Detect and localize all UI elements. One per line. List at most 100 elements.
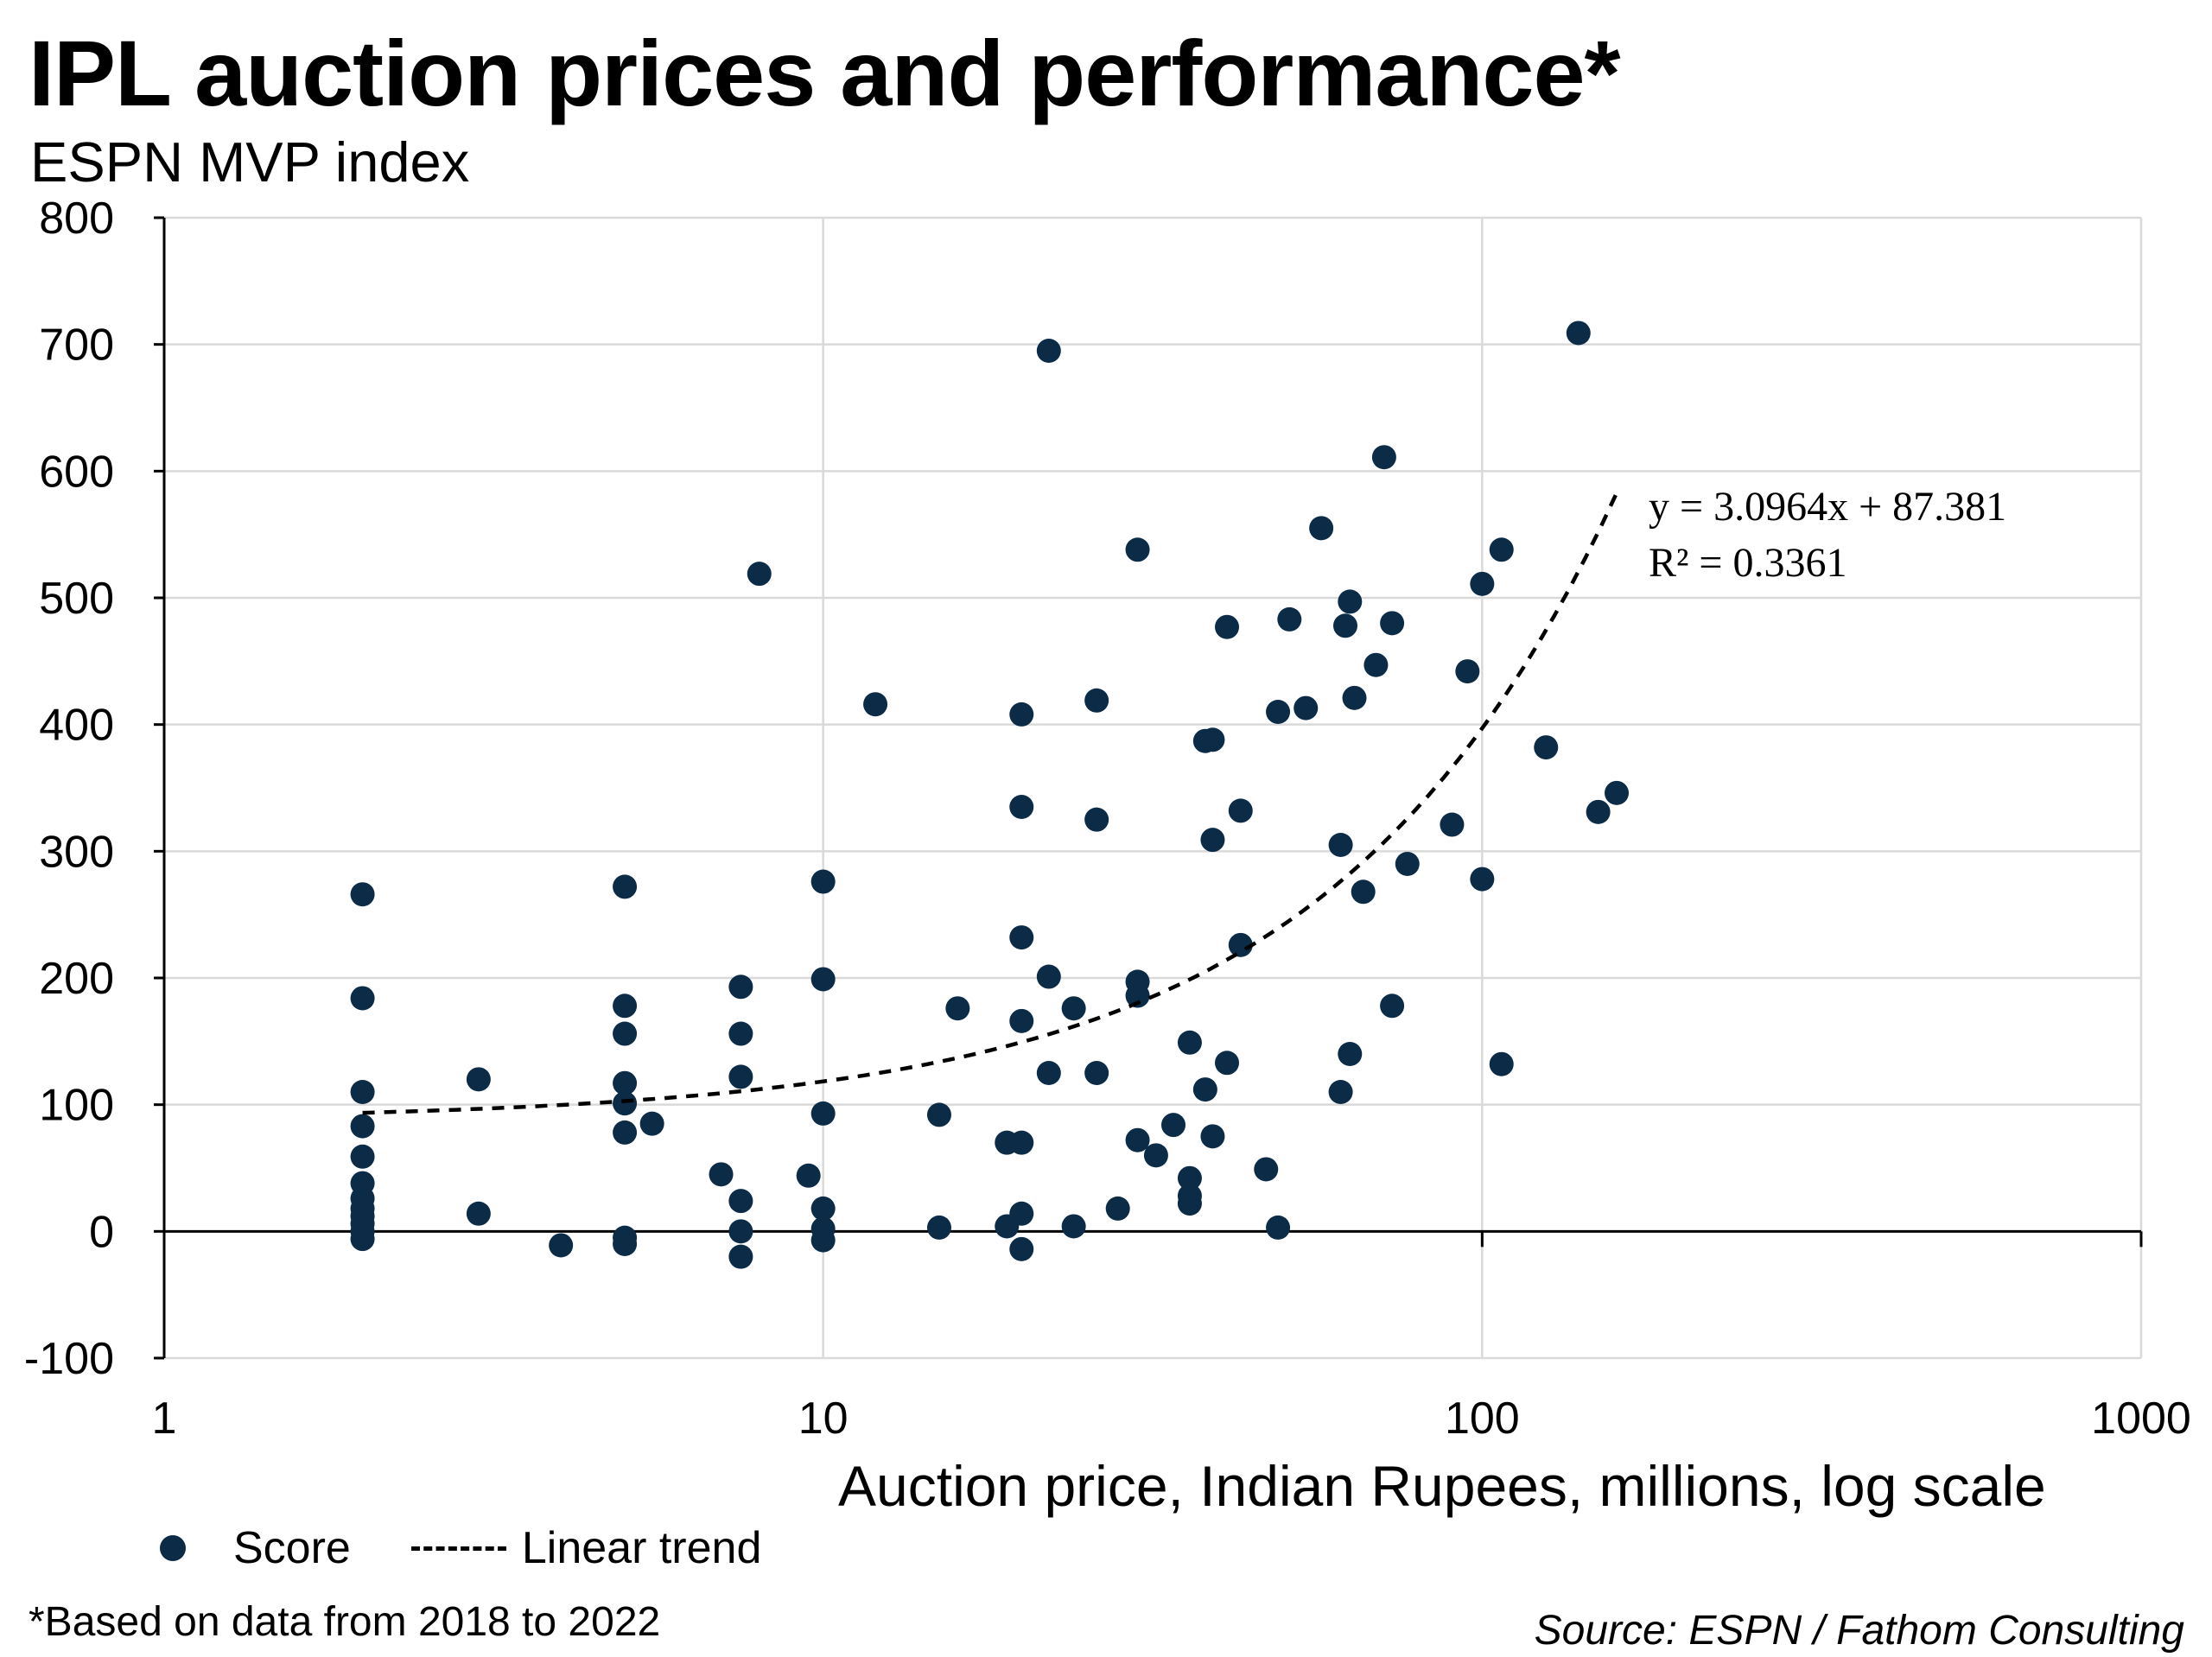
y-tick-label: 100 [39, 1081, 114, 1131]
score-point [1192, 1077, 1217, 1102]
score-point [1009, 925, 1034, 950]
score-point [1036, 1061, 1061, 1085]
score-point [613, 1021, 638, 1046]
y-tick-label: 400 [39, 701, 114, 751]
score-point [1009, 1201, 1034, 1226]
trendline [362, 492, 1619, 1115]
score-point [728, 1021, 753, 1046]
score-point [728, 1244, 753, 1269]
score-point [1143, 1143, 1168, 1168]
source-note: Source: ESPN / Fathom Consulting [1534, 1608, 2184, 1654]
score-point [1338, 589, 1363, 614]
x-tick-label: 1 [152, 1394, 177, 1444]
score-point [613, 874, 638, 899]
score-point [810, 1228, 836, 1253]
y-tick-label: 700 [39, 321, 114, 371]
score-point [1009, 702, 1034, 727]
score-point [1009, 1236, 1034, 1261]
score-point [1125, 537, 1150, 562]
legend-score-marker [160, 1535, 186, 1561]
score-point [1586, 799, 1611, 824]
score-points [350, 321, 1630, 1269]
score-point [1455, 659, 1480, 684]
score-point [1200, 1124, 1225, 1149]
legend-trend-label: Linear trend [521, 1523, 762, 1573]
score-point [1228, 798, 1253, 823]
score-point [1009, 1008, 1034, 1033]
score-point [728, 1064, 753, 1089]
score-point [1440, 812, 1465, 837]
chart-subtitle: ESPN MVP index [30, 130, 470, 194]
score-point [1266, 1215, 1291, 1240]
score-point [1489, 1051, 1514, 1076]
score-point [1009, 1130, 1034, 1155]
x-axis-label: Auction price, Indian Rupees, millions, … [838, 1454, 2046, 1518]
score-point [613, 1070, 638, 1095]
score-point [639, 1111, 664, 1136]
axes [154, 216, 2143, 1360]
score-point [1084, 807, 1109, 832]
score-point [810, 869, 836, 894]
score-point [1328, 1080, 1353, 1104]
score-point [728, 1189, 753, 1214]
score-point [613, 1091, 638, 1116]
score-point [863, 692, 888, 717]
y-tick-label: 800 [39, 194, 114, 244]
score-point [350, 882, 375, 907]
score-point [350, 1144, 375, 1169]
score-point [1177, 1030, 1202, 1055]
legend: Score Linear trend [160, 1522, 761, 1574]
score-point [1228, 932, 1253, 957]
legend-score-label: Score [233, 1523, 351, 1573]
score-point [1061, 1214, 1086, 1239]
score-point [1470, 571, 1495, 596]
equation-label: y = 3.0964x + 87.381 [1649, 484, 2006, 530]
score-point [1338, 1042, 1363, 1066]
score-point [350, 1227, 375, 1252]
score-point [613, 1120, 638, 1145]
score-point [1009, 795, 1034, 819]
score-point [613, 994, 638, 1019]
score-point [810, 967, 836, 992]
score-point [1125, 983, 1150, 1008]
score-point [350, 986, 375, 1011]
score-point [350, 1080, 375, 1104]
score-point [1254, 1157, 1279, 1182]
score-point [1036, 964, 1061, 989]
score-point [466, 1201, 491, 1226]
y-tick-label: -100 [24, 1334, 114, 1384]
score-point [926, 1215, 951, 1240]
legend-trend-marker [410, 1546, 506, 1551]
tick-labels: -100 0 100 200 300 400 500 600 700 800 1 10 100 1000 [24, 194, 2191, 1444]
score-point [1342, 685, 1367, 710]
y-tick-label: 500 [39, 574, 114, 624]
score-point [1363, 652, 1389, 677]
score-point [1294, 695, 1319, 721]
y-tick-label: 600 [39, 447, 114, 497]
score-point [810, 1196, 836, 1221]
score-point [1351, 879, 1376, 905]
score-point [1277, 606, 1302, 632]
score-point [796, 1163, 821, 1188]
score-point [945, 996, 970, 1021]
score-point [1371, 445, 1396, 470]
score-point [926, 1102, 951, 1127]
chart-title: IPL auction prices and performance* [29, 21, 1621, 125]
x-tick-label: 100 [1445, 1394, 1520, 1444]
score-point [613, 1232, 638, 1256]
score-point [1215, 1051, 1240, 1076]
score-point [1177, 1165, 1202, 1190]
y-tick-label: 200 [39, 954, 114, 1004]
y-tick-label: 300 [39, 827, 114, 877]
score-point [728, 975, 753, 1000]
score-point [1200, 828, 1225, 853]
score-point [1489, 537, 1514, 562]
score-point [1215, 614, 1240, 639]
score-point [1470, 867, 1495, 892]
score-point [747, 562, 772, 587]
score-point [1084, 688, 1109, 713]
score-point [1084, 1061, 1109, 1085]
x-tick-label: 1000 [2091, 1394, 2191, 1444]
score-point [1566, 321, 1591, 346]
